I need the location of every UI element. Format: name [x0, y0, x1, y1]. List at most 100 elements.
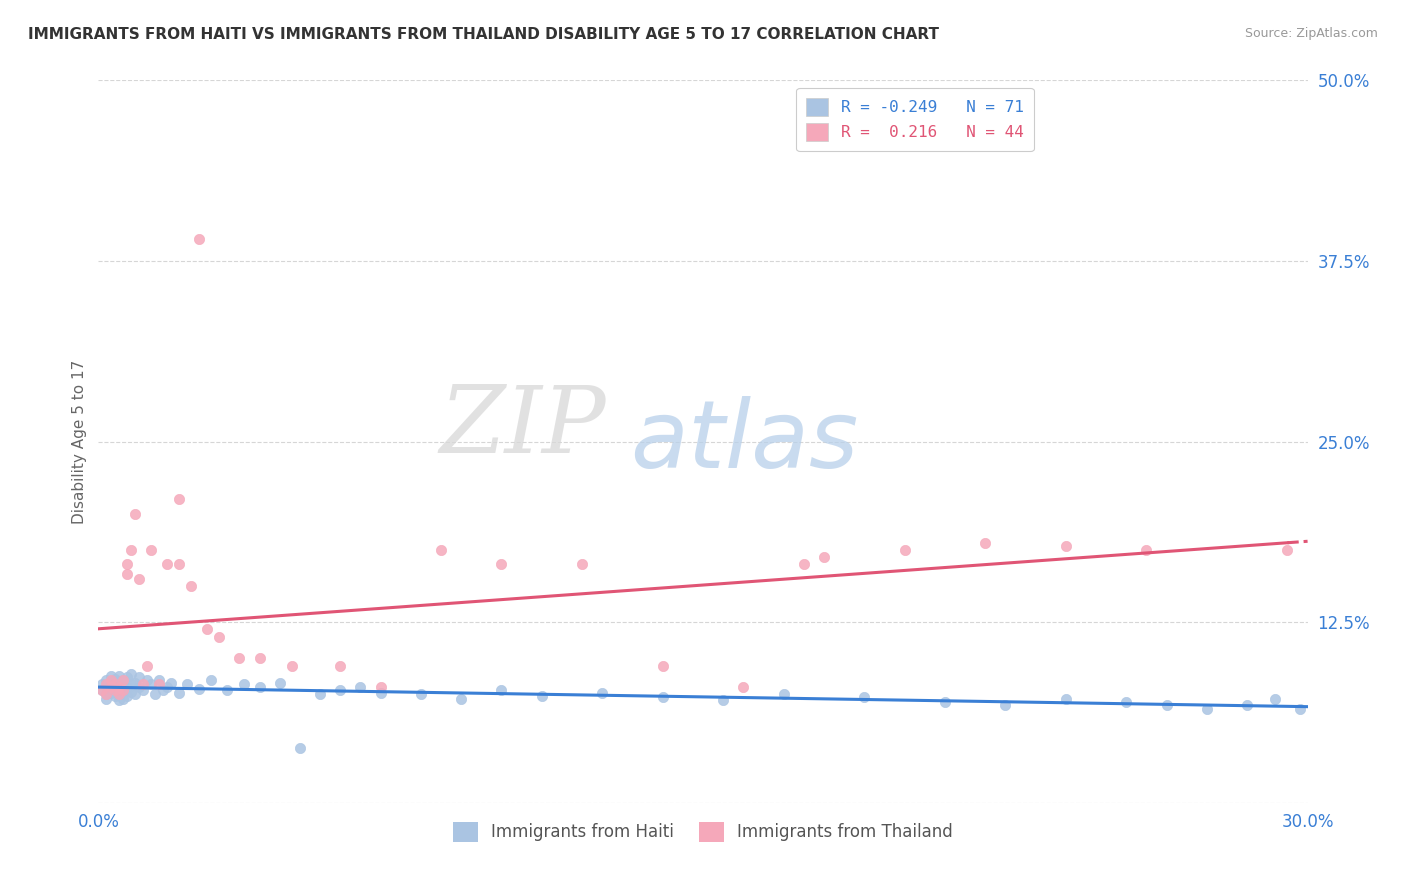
- Point: [96, 691, 118, 706]
- Point: [100, 676, 122, 690]
- Point: [139, 542, 162, 557]
- Point: [103, 672, 125, 686]
- Point: [143, 687, 166, 701]
- Point: [1115, 695, 1137, 709]
- Point: [1288, 702, 1310, 716]
- Point: [111, 676, 134, 690]
- Point: [349, 680, 371, 694]
- Point: [370, 680, 392, 694]
- Point: [329, 658, 352, 673]
- Point: [135, 673, 157, 687]
- Point: [309, 687, 332, 701]
- Point: [530, 689, 553, 703]
- Point: [100, 680, 122, 694]
- Point: [124, 507, 146, 521]
- Point: [208, 630, 231, 644]
- Point: [107, 684, 129, 698]
- Point: [450, 691, 472, 706]
- Point: [813, 550, 835, 565]
- Point: [1054, 539, 1077, 553]
- Point: [228, 651, 250, 665]
- Point: [107, 687, 129, 701]
- Point: [772, 687, 794, 701]
- Point: [128, 670, 150, 684]
- Point: [160, 676, 183, 690]
- Point: [111, 673, 134, 687]
- Point: [148, 673, 170, 687]
- Y-axis label: Disability Age 5 to 17: Disability Age 5 to 17: [72, 359, 87, 524]
- Point: [120, 684, 142, 698]
- Point: [111, 683, 134, 698]
- Point: [107, 674, 129, 689]
- Point: [96, 673, 118, 687]
- Point: [107, 668, 129, 682]
- Point: [103, 677, 125, 691]
- Point: [96, 677, 118, 691]
- Point: [111, 673, 134, 687]
- Point: [152, 683, 174, 698]
- Point: [491, 558, 513, 572]
- Point: [91, 677, 114, 691]
- Point: [115, 680, 138, 694]
- Point: [188, 232, 211, 246]
- Point: [148, 677, 170, 691]
- Point: [96, 687, 118, 701]
- Point: [167, 492, 190, 507]
- Point: [115, 670, 138, 684]
- Point: [370, 686, 392, 700]
- Point: [167, 686, 190, 700]
- Text: atlas: atlas: [630, 396, 859, 487]
- Point: [91, 683, 114, 698]
- Point: [249, 651, 271, 665]
- Point: [281, 658, 304, 673]
- Point: [124, 687, 146, 701]
- Point: [103, 681, 125, 696]
- Point: [132, 683, 155, 698]
- Point: [128, 572, 150, 586]
- Point: [120, 542, 142, 557]
- Point: [107, 687, 129, 701]
- Point: [651, 658, 673, 673]
- Point: [269, 676, 291, 690]
- Point: [793, 558, 815, 572]
- Point: [167, 558, 190, 572]
- Point: [188, 681, 211, 696]
- Point: [115, 689, 138, 703]
- Legend: Immigrants from Haiti, Immigrants from Thailand: Immigrants from Haiti, Immigrants from T…: [446, 815, 960, 848]
- Point: [591, 686, 613, 700]
- Point: [1277, 542, 1299, 557]
- Point: [1054, 691, 1077, 706]
- Point: [120, 667, 142, 681]
- Text: Source: ZipAtlas.com: Source: ZipAtlas.com: [1244, 27, 1378, 40]
- Point: [107, 680, 129, 694]
- Point: [139, 677, 162, 691]
- Point: [994, 698, 1017, 712]
- Point: [733, 680, 755, 694]
- Point: [111, 691, 134, 706]
- Point: [711, 693, 734, 707]
- Point: [91, 683, 114, 698]
- Point: [1135, 542, 1157, 557]
- Point: [107, 693, 129, 707]
- Point: [651, 690, 673, 705]
- Point: [1195, 702, 1218, 716]
- Point: [135, 658, 157, 673]
- Point: [853, 690, 876, 705]
- Point: [200, 673, 222, 687]
- Point: [430, 542, 453, 557]
- Point: [974, 535, 997, 549]
- Point: [103, 689, 125, 703]
- Point: [103, 679, 125, 693]
- Point: [934, 695, 956, 709]
- Point: [156, 558, 179, 572]
- Text: IMMIGRANTS FROM HAITI VS IMMIGRANTS FROM THAILAND DISABILITY AGE 5 TO 17 CORRELA: IMMIGRANTS FROM HAITI VS IMMIGRANTS FROM…: [28, 27, 939, 42]
- Point: [288, 740, 311, 755]
- Point: [96, 687, 118, 701]
- Point: [115, 558, 138, 572]
- Point: [115, 567, 138, 582]
- Point: [491, 683, 513, 698]
- Point: [132, 677, 155, 691]
- Point: [100, 680, 122, 694]
- Point: [893, 542, 915, 557]
- Point: [128, 680, 150, 694]
